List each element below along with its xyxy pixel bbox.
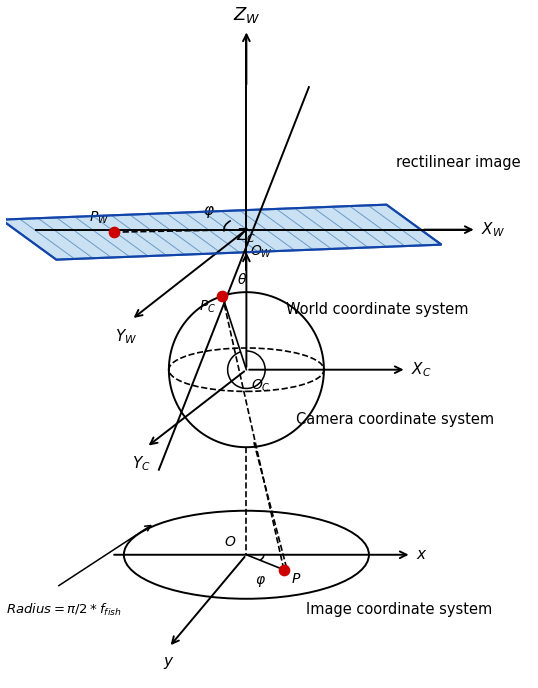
Text: $\theta$: $\theta$ <box>237 272 247 287</box>
Text: $O$: $O$ <box>224 535 236 549</box>
Text: $\varphi$: $\varphi$ <box>256 574 266 589</box>
Text: Image coordinate system: Image coordinate system <box>307 602 493 617</box>
Text: $Y_W$: $Y_W$ <box>115 327 137 346</box>
Polygon shape <box>1 204 442 259</box>
Point <box>218 290 226 301</box>
Text: rectilinear image: rectilinear image <box>397 155 521 170</box>
Point <box>110 226 118 237</box>
Text: $P$: $P$ <box>292 572 302 586</box>
Text: $y$: $y$ <box>163 655 175 671</box>
Text: Camera coordinate system: Camera coordinate system <box>296 412 494 427</box>
Text: $Z_C$: $Z_C$ <box>236 226 257 245</box>
Text: $Z_W$: $Z_W$ <box>232 5 260 25</box>
Text: $X_C$: $X_C$ <box>412 361 432 379</box>
Text: $O_W$: $O_W$ <box>250 244 273 260</box>
Text: $x$: $x$ <box>416 547 428 562</box>
Text: $P_W$: $P_W$ <box>89 210 109 226</box>
Text: $X_W$: $X_W$ <box>482 220 505 239</box>
Text: $\varphi$: $\varphi$ <box>203 204 215 220</box>
Text: $O_C$: $O_C$ <box>251 377 271 394</box>
Text: $Y_C$: $Y_C$ <box>132 455 151 473</box>
Point <box>280 564 288 575</box>
Text: $Radius=\pi/2*f_{fish}$: $Radius=\pi/2*f_{fish}$ <box>6 602 122 619</box>
Text: World coordinate system: World coordinate system <box>286 302 469 317</box>
Text: $P_C$: $P_C$ <box>199 299 216 315</box>
